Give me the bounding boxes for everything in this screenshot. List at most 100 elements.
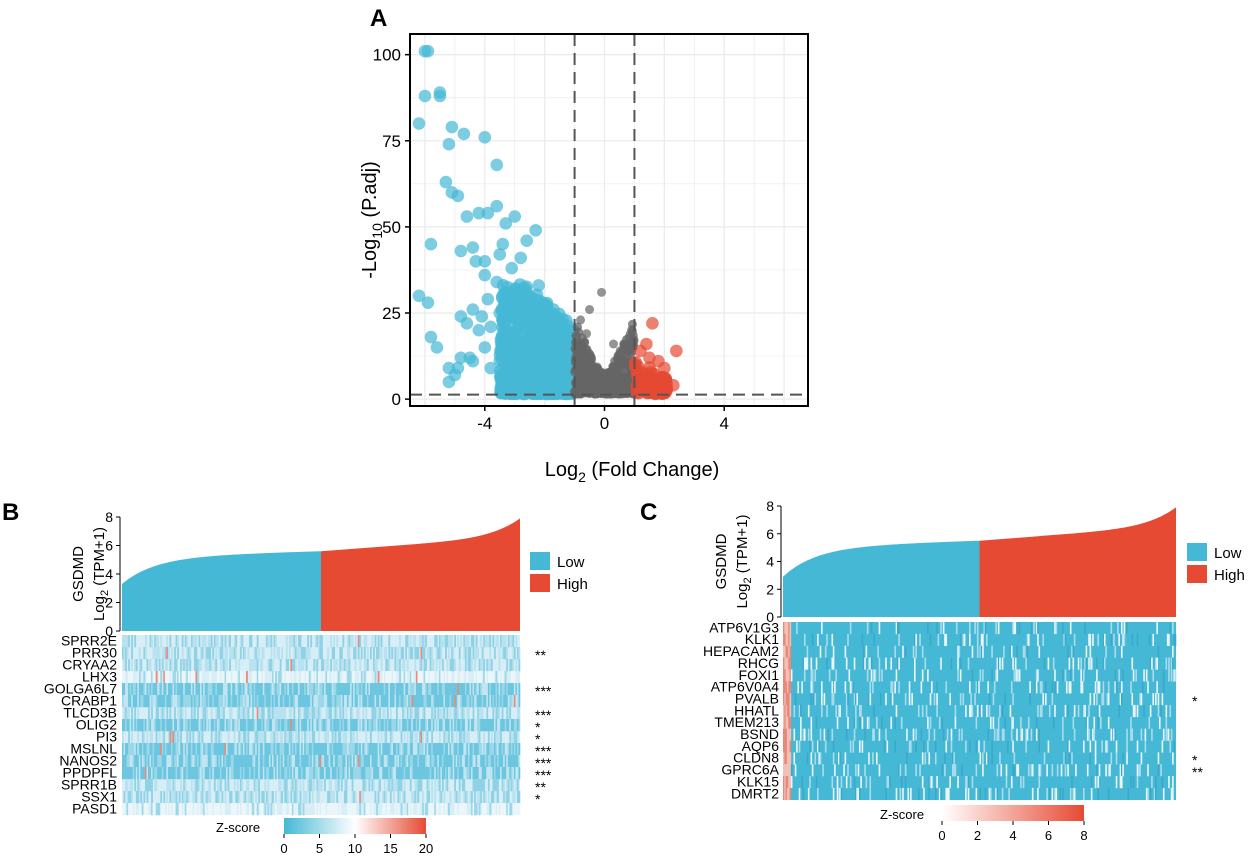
heatmap-cell <box>937 633 940 646</box>
heatmap-cell <box>294 767 297 780</box>
heatmap-cell <box>495 683 498 696</box>
heatmap-cell <box>154 695 156 708</box>
heatmap-cell <box>305 671 308 684</box>
heatmap-cell <box>126 647 129 660</box>
heatmap-cell <box>452 707 455 720</box>
heatmap-cell <box>438 731 441 744</box>
heatmap-cell <box>793 704 796 718</box>
heatmap-cell <box>151 803 153 816</box>
heatmap-cell <box>394 719 397 732</box>
heatmap-cell <box>486 695 489 708</box>
heatmap-cell <box>478 719 481 732</box>
heatmap-cell <box>259 731 262 744</box>
significance-mark: * <box>1192 693 1198 709</box>
heatmap-cell <box>255 719 258 732</box>
heatmap-row <box>783 645 1174 658</box>
heatmap-cell <box>373 743 375 756</box>
heatmap-cell <box>394 779 397 792</box>
heatmap-cell <box>131 803 134 816</box>
heatmap-cell <box>872 681 874 694</box>
heatmap-cell <box>336 695 339 708</box>
heatmap-cell <box>157 683 160 696</box>
heatmap-cell <box>438 635 441 648</box>
heatmap-cell <box>138 767 141 780</box>
heatmap-cell <box>896 622 899 635</box>
heatmap-cell <box>203 743 205 756</box>
heatmap-cell <box>316 719 319 732</box>
heatmap-cell <box>417 791 420 804</box>
heatmap-cell <box>814 669 817 682</box>
heatmap-cell <box>206 719 209 732</box>
heatmap-cell <box>1155 693 1157 706</box>
heatmap-cell <box>1131 633 1134 646</box>
heatmap-cell <box>856 693 858 706</box>
heatmap-cell <box>151 683 153 696</box>
heatmap-cell <box>166 635 169 648</box>
heatmap-cell <box>402 695 404 708</box>
heatmap-cell <box>177 683 179 696</box>
heatmap-cell <box>255 659 258 672</box>
heatmap-cell <box>446 755 449 768</box>
heatmap-cell <box>193 707 196 720</box>
heatmap-cell <box>422 755 424 768</box>
heatmap-cell <box>328 767 331 780</box>
heatmap-cell <box>227 779 230 792</box>
heatmap-cell <box>383 755 386 768</box>
heatmap-cell <box>501 635 504 648</box>
heatmap-cell <box>428 767 430 780</box>
heatmap-cell <box>409 647 412 660</box>
heatmap-cell <box>161 755 164 768</box>
heatmap-cell <box>1092 633 1094 646</box>
heatmap-cell <box>203 767 205 780</box>
heatmap-cell <box>319 635 322 648</box>
heatmap-cell <box>284 707 287 720</box>
heatmap-cell <box>322 743 325 756</box>
heatmap-cell <box>510 779 513 792</box>
heatmap-cell <box>475 719 478 732</box>
volcano-point <box>412 117 426 130</box>
heatmap-cell <box>429 695 432 708</box>
heatmap-cell <box>870 669 873 682</box>
heatmap-cell <box>216 671 219 684</box>
volcano-point <box>529 224 542 237</box>
heatmap-cell <box>1043 657 1046 670</box>
heatmap-cell <box>239 719 242 732</box>
expr-y-label-sub-index: 2 <box>742 577 754 583</box>
heatmap-row <box>783 681 1165 694</box>
heatmap-cell <box>518 755 521 768</box>
volcano-x-tick-label: -4 <box>477 414 492 433</box>
heatmap-cell <box>141 803 144 816</box>
heatmap-cell <box>336 755 339 768</box>
heatmap-cell <box>167 731 170 744</box>
heatmap-cell <box>354 659 357 672</box>
heatmap-cell <box>417 755 420 768</box>
heatmap-cell <box>174 791 176 804</box>
heatmap-cell <box>418 719 421 732</box>
heatmap-cell <box>268 707 271 720</box>
heatmap-cell <box>360 791 363 804</box>
heatmap-cell <box>197 695 199 708</box>
heatmap-cell <box>212 755 215 768</box>
heatmap-cell <box>148 671 150 684</box>
heatmap-cell <box>187 743 190 756</box>
heatmap-cell <box>458 743 461 756</box>
heatmap-cell <box>444 779 447 792</box>
heatmap-cell <box>321 647 323 660</box>
heatmap-cell <box>466 659 469 672</box>
heatmap-cell <box>377 731 380 744</box>
heatmap-cell <box>1012 693 1014 706</box>
heatmap-cell <box>258 767 261 780</box>
heatmap-cell <box>497 803 499 816</box>
heatmap-cell <box>219 659 222 672</box>
heatmap-cell <box>516 743 519 756</box>
heatmap-cell <box>353 695 355 708</box>
heatmap-cell <box>167 719 170 732</box>
heatmap-cell <box>785 716 788 729</box>
heatmap-cell <box>423 659 426 672</box>
heatmap-cell <box>784 693 786 706</box>
heatmap-cell <box>177 635 179 648</box>
heatmap-cell <box>132 755 135 768</box>
heatmap-cell <box>997 622 1000 635</box>
heatmap-cell <box>513 731 516 744</box>
heatmap-cell <box>149 755 152 768</box>
